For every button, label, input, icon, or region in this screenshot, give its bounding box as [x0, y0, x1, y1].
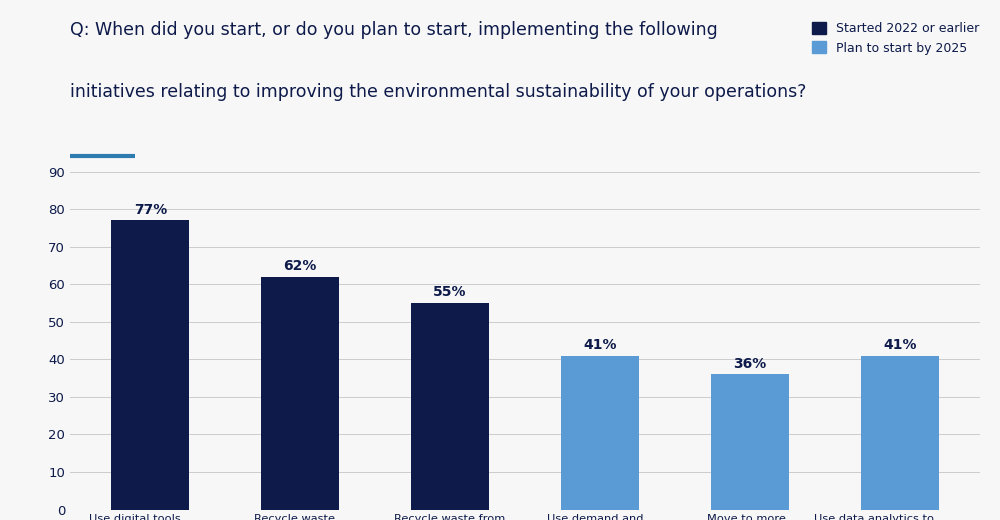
Text: Q: When did you start, or do you plan to start, implementing the following: Q: When did you start, or do you plan to…: [70, 21, 718, 39]
Bar: [561, 356, 639, 510]
Bar: [261, 277, 339, 510]
Text: 41%: 41%: [883, 338, 916, 352]
Text: 77%: 77%: [134, 203, 167, 217]
Bar: [111, 220, 189, 510]
Text: 62%: 62%: [284, 259, 317, 273]
Bar: [411, 303, 489, 510]
Legend: Started 2022 or earlier, Plan to start by 2025: Started 2022 or earlier, Plan to start b…: [812, 22, 979, 55]
Text: initiatives relating to improving the environmental sustainability of your opera: initiatives relating to improving the en…: [70, 83, 806, 101]
Text: 41%: 41%: [583, 338, 617, 352]
Bar: [861, 356, 939, 510]
Text: 36%: 36%: [733, 357, 766, 371]
Bar: [711, 374, 789, 510]
Text: 55%: 55%: [433, 285, 467, 300]
